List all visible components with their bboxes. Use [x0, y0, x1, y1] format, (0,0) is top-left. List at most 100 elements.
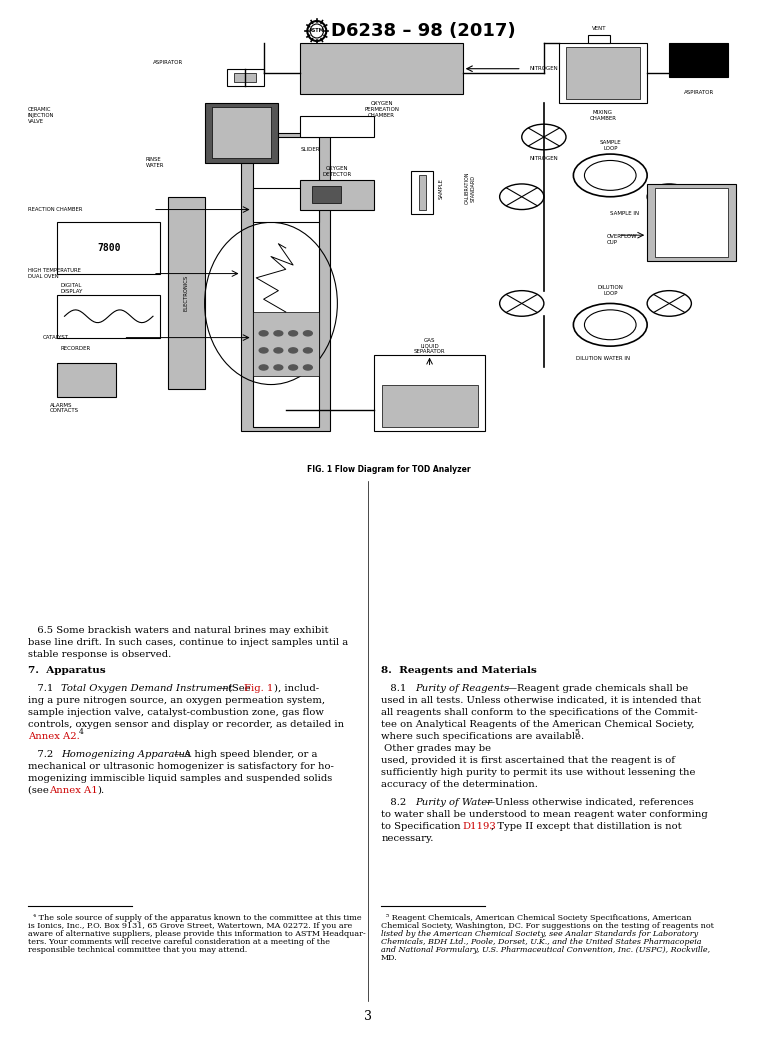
Circle shape	[522, 124, 566, 150]
Text: MIXING
CHAMBER: MIXING CHAMBER	[590, 110, 616, 121]
Circle shape	[259, 365, 268, 370]
Text: CERAMIC
INJECTION
VALVE: CERAMIC INJECTION VALVE	[27, 107, 54, 124]
Text: ters. Your comments will receive careful consideration at a meeting of the: ters. Your comments will receive careful…	[28, 938, 331, 946]
Text: 3: 3	[364, 1010, 372, 1023]
Text: accuracy of the determination.: accuracy of the determination.	[381, 780, 538, 789]
Bar	[300, 180, 374, 209]
Text: where such specifications are available.: where such specifications are available.	[381, 732, 584, 741]
Text: (see: (see	[28, 786, 52, 795]
Bar	[566, 48, 640, 99]
Text: mechanical or ultrasonic homogenizer is satisfactory for ho-: mechanical or ultrasonic homogenizer is …	[28, 762, 335, 771]
Text: DILUTION
LOOP: DILUTION LOOP	[598, 285, 623, 296]
Text: Purity of Reagents: Purity of Reagents	[415, 684, 510, 693]
Text: to water shall be understood to mean reagent water conforming: to water shall be understood to mean rea…	[381, 810, 708, 819]
Text: 8.2: 8.2	[381, 798, 412, 807]
Circle shape	[647, 290, 692, 316]
Text: ALARMS
CONTACTS: ALARMS CONTACTS	[50, 403, 79, 413]
Text: ⁴ The sole source of supply of the apparatus known to the committee at this time: ⁴ The sole source of supply of the appar…	[28, 914, 362, 922]
Text: and National Formulary, U.S. Pharmaceutical Convention, Inc. (USPC), Rockville,: and National Formulary, U.S. Pharmaceuti…	[381, 946, 710, 954]
Text: ASPIRATOR: ASPIRATOR	[152, 59, 183, 65]
Text: Homogenizing Apparatus: Homogenizing Apparatus	[61, 750, 191, 759]
Text: used in all tests. Unless otherwise indicated, it is intended that: used in all tests. Unless otherwise indi…	[381, 696, 701, 705]
Text: 5: 5	[574, 728, 579, 736]
Bar	[669, 43, 728, 77]
Text: all reagents shall conform to the specifications of the Commit-: all reagents shall conform to the specif…	[381, 708, 698, 717]
Bar	[234, 73, 256, 81]
Bar	[588, 34, 610, 43]
Text: Purity of Water: Purity of Water	[415, 798, 492, 807]
Text: necessary.: necessary.	[381, 834, 433, 843]
Text: 8.1: 8.1	[381, 684, 413, 693]
Circle shape	[303, 331, 312, 336]
Text: RECORDER: RECORDER	[61, 346, 91, 351]
Text: ASPIRATOR: ASPIRATOR	[684, 90, 714, 95]
Text: D6238 – 98 (2017): D6238 – 98 (2017)	[331, 22, 516, 40]
Text: DILUTION WATER IN: DILUTION WATER IN	[576, 356, 630, 361]
Text: ).: ).	[97, 786, 104, 795]
Text: 7.2: 7.2	[28, 750, 60, 759]
Text: —A high speed blender, or a: —A high speed blender, or a	[174, 750, 317, 759]
Text: ing a pure nitrogen source, an oxygen permeation system,: ing a pure nitrogen source, an oxygen pe…	[28, 696, 325, 705]
Text: Total Oxygen Demand Instrument: Total Oxygen Demand Instrument	[61, 684, 233, 693]
Text: , Type II except that distillation is not: , Type II except that distillation is no…	[491, 822, 682, 831]
Text: —Unless otherwise indicated, references: —Unless otherwise indicated, references	[485, 798, 694, 807]
Circle shape	[303, 365, 312, 370]
Text: listed by the American Chemical Society, see Analar Standards for Laboratory: listed by the American Chemical Society,…	[381, 930, 698, 938]
Bar	[253, 312, 319, 376]
Text: —(See: —(See	[218, 684, 254, 693]
Bar	[253, 137, 319, 427]
Bar	[411, 171, 433, 213]
Circle shape	[289, 348, 297, 353]
Text: Chemicals, BDH Ltd., Poole, Dorset, U.K., and the United States Pharmacopeia: Chemicals, BDH Ltd., Poole, Dorset, U.K.…	[381, 938, 702, 946]
Bar	[654, 188, 728, 256]
Circle shape	[573, 154, 647, 197]
Text: RINSE
WATER: RINSE WATER	[145, 157, 164, 168]
Text: 8.  Reagents and Materials: 8. Reagents and Materials	[381, 666, 537, 675]
Text: OXYGEN
PERMEATION
CHAMBER: OXYGEN PERMEATION CHAMBER	[364, 101, 399, 118]
Text: Chemical Society, Washington, DC. For suggestions on the testing of reagents not: Chemical Society, Washington, DC. For su…	[381, 922, 714, 930]
Text: 6.5 Some brackish waters and natural brines may exhibit: 6.5 Some brackish waters and natural bri…	[28, 626, 329, 635]
Circle shape	[289, 331, 297, 336]
Text: —Reagent grade chemicals shall be: —Reagent grade chemicals shall be	[507, 684, 689, 693]
Bar	[226, 69, 264, 85]
Bar	[647, 184, 736, 261]
Circle shape	[274, 331, 282, 336]
Circle shape	[274, 365, 282, 370]
Text: ASTM: ASTM	[309, 28, 324, 33]
Circle shape	[499, 184, 544, 209]
Bar	[300, 116, 374, 137]
Text: Annex A1: Annex A1	[49, 786, 98, 795]
Text: SAMPLE IN: SAMPLE IN	[610, 211, 640, 217]
Bar	[57, 295, 160, 337]
Text: D1193: D1193	[462, 822, 496, 831]
Text: 7.1: 7.1	[28, 684, 60, 693]
Text: SAMPLE: SAMPLE	[438, 178, 443, 199]
Text: mogenizing immiscible liquid samples and suspended solids: mogenizing immiscible liquid samples and…	[28, 775, 333, 783]
Text: 4: 4	[79, 728, 83, 736]
Text: ⁵ Reagent Chemicals, American Chemical Society Specifications, American: ⁵ Reagent Chemicals, American Chemical S…	[381, 914, 692, 922]
Bar	[559, 43, 647, 103]
Text: ), includ-: ), includ-	[275, 684, 320, 693]
Text: VENT: VENT	[592, 26, 606, 30]
Text: GAS
LIQUID
SEPARATOR: GAS LIQUID SEPARATOR	[414, 338, 445, 354]
Circle shape	[499, 290, 544, 316]
Text: 7800: 7800	[97, 243, 121, 253]
Bar	[382, 384, 478, 427]
Bar	[374, 355, 485, 431]
Text: is Ionics, Inc., P.O. Box 9131, 65 Grove Street, Watertown, MA 02272. If you are: is Ionics, Inc., P.O. Box 9131, 65 Grove…	[28, 922, 352, 930]
Text: SAMPLE
LOOP: SAMPLE LOOP	[600, 141, 621, 151]
Text: REACTION CHAMBER: REACTION CHAMBER	[27, 207, 82, 212]
Text: sample injection valve, catalyst-combustion zone, gas flow: sample injection valve, catalyst-combust…	[28, 708, 324, 717]
Text: stable response is observed.: stable response is observed.	[28, 650, 172, 659]
Bar	[311, 186, 341, 203]
Circle shape	[573, 304, 647, 346]
Text: FIG. 1 Flow Diagram for TOD Analyzer: FIG. 1 Flow Diagram for TOD Analyzer	[307, 465, 471, 475]
Text: Fig. 1: Fig. 1	[244, 684, 273, 693]
Text: OXYGEN
DETECTOR: OXYGEN DETECTOR	[323, 166, 352, 177]
FancyArrow shape	[65, 372, 86, 389]
Text: controls, oxygen sensor and display or recorder, as detailed in: controls, oxygen sensor and display or r…	[28, 720, 345, 729]
Text: Other grades may be: Other grades may be	[381, 744, 491, 753]
Text: DIGITAL
DISPLAY: DIGITAL DISPLAY	[61, 283, 83, 294]
Text: sufficiently high purity to permit its use without lessening the: sufficiently high purity to permit its u…	[381, 768, 696, 777]
Bar	[57, 363, 116, 398]
